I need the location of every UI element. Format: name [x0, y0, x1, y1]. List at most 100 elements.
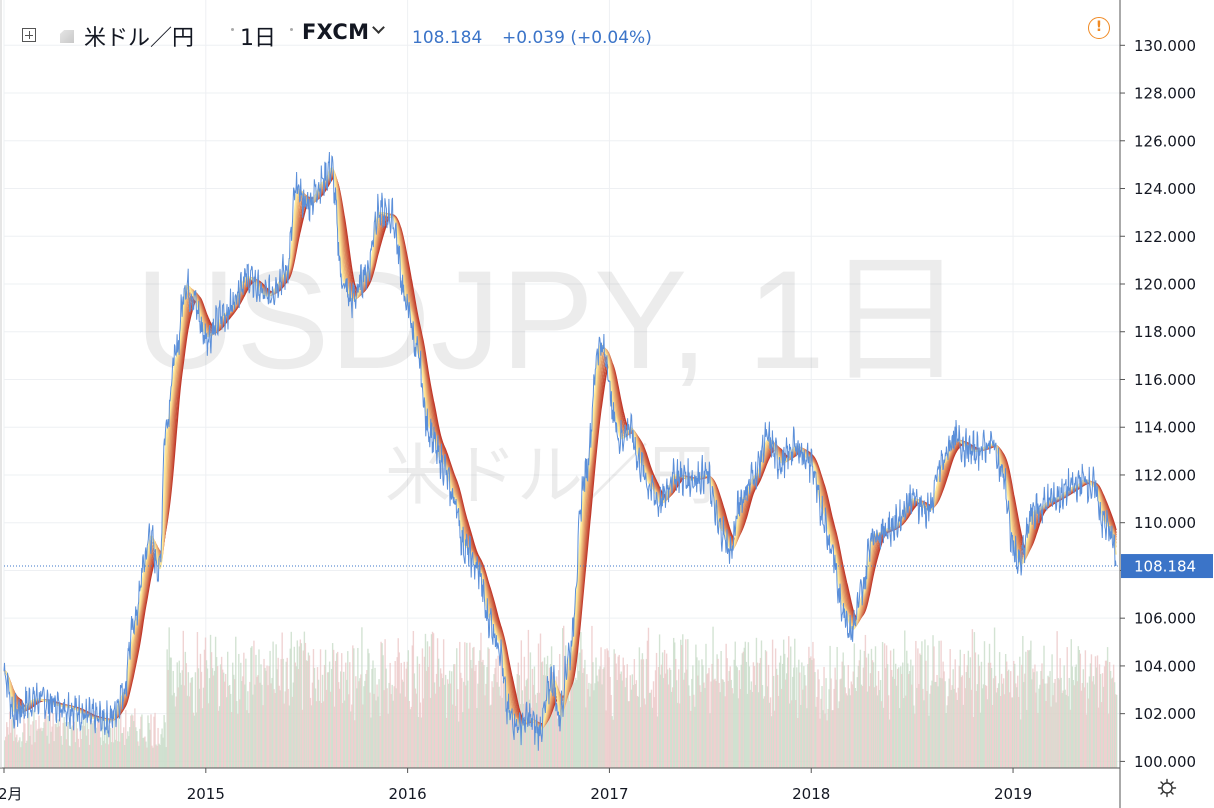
volume-bar	[283, 703, 285, 768]
volume-bar	[459, 641, 461, 768]
volume-bar	[240, 662, 242, 768]
volume-bar	[199, 653, 202, 768]
volume-bar	[698, 660, 700, 768]
volume-bar	[999, 695, 1002, 768]
symbol-name[interactable]: 米ドル／円	[84, 26, 195, 51]
volume-bar	[315, 701, 318, 768]
volume-bar	[185, 663, 188, 768]
volume-bar	[892, 648, 895, 768]
volume-bar	[231, 712, 233, 768]
volume-bar	[406, 661, 409, 768]
volume-bar	[580, 632, 582, 768]
volume-bar	[97, 719, 100, 768]
volume-bar	[1028, 650, 1030, 768]
volume-bar	[958, 665, 960, 768]
volume-bar	[497, 655, 499, 768]
volume-bar	[985, 685, 988, 768]
volume-bar	[800, 704, 802, 768]
volume-bar	[777, 695, 780, 768]
volume-bar	[237, 713, 239, 768]
volume-bar	[552, 688, 555, 768]
y-tick-label: 124.000	[1134, 180, 1196, 198]
volume-bar	[780, 688, 783, 768]
volume-bar	[235, 636, 237, 768]
volume-bar	[898, 667, 900, 768]
volume-bar	[495, 658, 497, 768]
chevron-down-icon[interactable]	[372, 21, 385, 34]
volume-bar	[872, 662, 875, 768]
volume-bar	[144, 736, 146, 768]
interval-label[interactable]: 1日	[240, 26, 276, 51]
volume-bar	[317, 679, 320, 768]
y-tick-label: 104.000	[1134, 657, 1196, 675]
volume-bar	[590, 683, 592, 768]
exchange-label[interactable]: FXCM	[302, 20, 370, 44]
volume-bar	[1025, 651, 1027, 768]
volume-bar	[676, 680, 678, 768]
volume-bar	[160, 734, 162, 768]
volume-bar	[1068, 677, 1070, 768]
volume-bar	[575, 677, 577, 768]
volume-bar	[133, 721, 135, 768]
volume-bar	[361, 627, 363, 768]
volume-bar	[566, 664, 568, 768]
volume-bar	[303, 631, 306, 768]
volume-bar	[430, 634, 433, 768]
volume-bar	[955, 692, 957, 768]
volume-bar	[924, 639, 926, 768]
volume-bar	[249, 681, 251, 768]
expand-icon[interactable]	[22, 28, 36, 42]
volume-bar	[218, 706, 221, 768]
volume-bar	[193, 715, 196, 768]
volume-bar	[1060, 677, 1062, 768]
volume-bar	[481, 662, 483, 768]
volume-bar	[831, 710, 833, 768]
volume-bar	[704, 687, 706, 768]
volume-bar	[987, 662, 990, 768]
volume-bar	[342, 703, 344, 768]
volume-bar	[670, 691, 673, 768]
volume-bar	[273, 689, 275, 768]
volume-bar	[897, 668, 899, 768]
volume-bar	[1108, 662, 1111, 768]
volume-bar	[10, 732, 12, 768]
volume-bar	[71, 725, 74, 768]
volume-bar	[856, 677, 859, 768]
volume-bar	[255, 654, 257, 768]
volume-bar	[1081, 683, 1084, 768]
volume-bar	[902, 662, 904, 768]
volume-bar	[200, 671, 203, 768]
volume-bar	[587, 689, 589, 768]
volume-bar	[772, 675, 775, 768]
warning-icon[interactable]: !	[1088, 17, 1110, 39]
volume-bar	[23, 712, 25, 768]
volume-bar	[876, 695, 879, 768]
volume-bar	[851, 684, 853, 768]
volume-bar	[692, 665, 694, 768]
volume-bar	[215, 657, 218, 768]
volume-bar	[993, 627, 996, 768]
volume-bar	[760, 640, 763, 768]
x-tick-label: 2月	[0, 785, 23, 803]
volume-bar	[664, 673, 667, 768]
volume-bar	[646, 640, 649, 768]
volume-bar	[483, 664, 485, 768]
volume-bar	[866, 691, 869, 768]
volume-bar	[969, 657, 972, 768]
volume-bar	[1096, 655, 1099, 768]
volume-bar	[432, 633, 435, 768]
volume-bar	[680, 639, 682, 768]
gear-icon[interactable]	[1157, 778, 1177, 798]
volume-bar	[270, 683, 272, 768]
volume-bar	[638, 647, 641, 768]
volume-bar	[1041, 663, 1043, 768]
volume-bar	[815, 706, 817, 768]
volume-bar	[661, 652, 664, 768]
volume-bar	[804, 675, 806, 768]
volume-bar	[394, 661, 396, 768]
volume-bar	[675, 658, 677, 768]
volume-bar	[120, 709, 122, 768]
volume-bar	[642, 659, 645, 768]
volume-bar	[257, 675, 259, 768]
